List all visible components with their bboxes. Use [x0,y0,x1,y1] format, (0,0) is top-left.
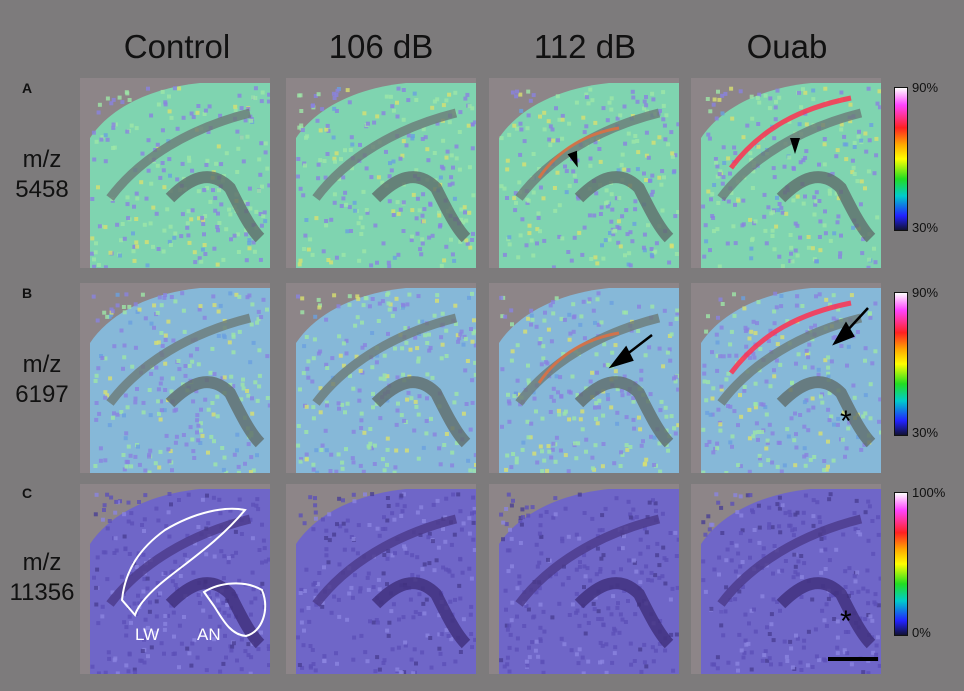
asterisk-marker-c: * [840,605,852,638]
asterisk-marker-b: * [840,405,852,438]
tissue-image-a-ouab [691,78,881,268]
row-letter-a: A [22,80,33,96]
column-header-control: Control [123,28,231,65]
colorbar-a [894,87,908,231]
row-label-a-line2: 5458 [15,176,69,203]
tissue-image-c-control [80,484,270,674]
row-label-a-line1: m/z [22,146,62,173]
row-label-b: m/z 6197 [0,350,84,410]
row-label-c: m/z 11356 [0,548,84,608]
row-letter-b: B [22,285,33,301]
column-header-106db: 106 dB [328,28,434,65]
column-header-112db: 112 dB [533,28,637,65]
colorbar-c [894,492,908,636]
tissue-image-c-ouab [691,484,881,674]
row-label-b-line2: 6197 [15,381,69,408]
an-label: AN [197,625,221,644]
colorbar-b-max: 90% [912,285,939,300]
row-label-c-line2: 11356 [9,579,75,606]
colorbar-a-min: 30% [912,220,939,235]
tissue-image-b-112db [489,283,679,473]
colorbar-c-max: 100% [912,485,946,500]
tissue-image-a-106db [286,78,476,268]
tissue-image-b-control [80,283,270,473]
colorbar-c-min: 0% [912,625,931,640]
tissue-image-a-112db [489,78,679,268]
colorbar-a-max: 90% [912,80,939,95]
tissue-image-b-106db [286,283,476,473]
colorbar-b [894,292,908,436]
row-label-a: m/z 5458 [0,145,84,205]
lw-label: LW [135,625,160,644]
tissue-image-a-control [80,78,270,268]
tissue-image-b-ouab [691,283,881,473]
column-header-ouab: Ouab [746,28,828,65]
tissue-image-c-106db [286,484,476,674]
row-label-c-line1: m/z [22,549,62,576]
colorbar-b-min: 30% [912,425,939,440]
tissue-image-c-112db [489,484,679,674]
row-letter-c: C [22,485,33,501]
row-label-b-line1: m/z [22,351,62,378]
